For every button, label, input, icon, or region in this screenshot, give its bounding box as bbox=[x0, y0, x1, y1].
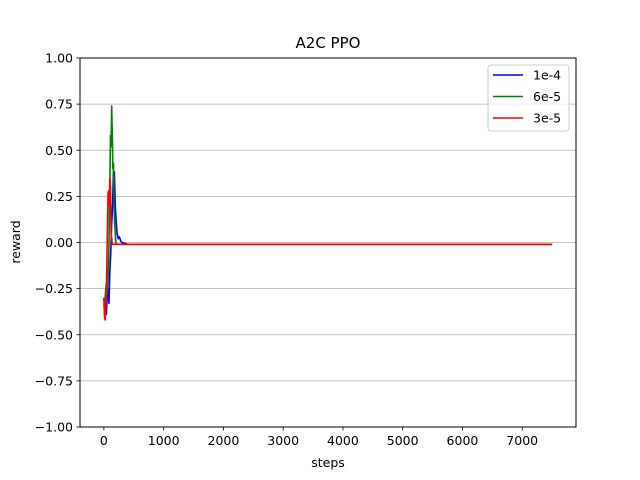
legend-label: 6e-5 bbox=[533, 89, 561, 104]
x-tick-label: 0 bbox=[100, 433, 108, 448]
y-tick-label: 0.25 bbox=[45, 189, 73, 204]
y-tick-label: 1.00 bbox=[45, 51, 73, 66]
y-tick-label: −0.25 bbox=[35, 281, 73, 296]
y-tick-label: 0.00 bbox=[45, 235, 73, 250]
x-tick-label: 3000 bbox=[267, 433, 299, 448]
x-tick-label: 6000 bbox=[447, 433, 479, 448]
x-tick-label: 5000 bbox=[387, 433, 419, 448]
x-tick-label: 2000 bbox=[208, 433, 240, 448]
y-axis: −1.00 −0.75 −0.50 −0.25 0.00 0.25 0.50 0.75 1.00 bbox=[35, 51, 80, 435]
y-tick-label: 0.50 bbox=[45, 143, 73, 158]
y-axis-label: reward bbox=[8, 220, 23, 263]
x-axis-label: steps bbox=[311, 455, 345, 470]
x-axis: 0 1000 2000 3000 4000 5000 6000 7000 bbox=[100, 427, 538, 448]
x-tick-label: 4000 bbox=[327, 433, 359, 448]
legend: 1e-4 6e-5 3e-5 bbox=[487, 64, 570, 132]
y-tick-label: −0.50 bbox=[35, 327, 73, 342]
y-tick-label: 0.75 bbox=[45, 97, 73, 112]
series-line-3e-5 bbox=[103, 177, 553, 321]
legend-box bbox=[487, 64, 570, 132]
x-tick-label: 7000 bbox=[506, 433, 538, 448]
legend-label: 1e-4 bbox=[533, 68, 561, 83]
chart-title: A2C PPO bbox=[296, 34, 361, 52]
x-tick-label: 1000 bbox=[148, 433, 180, 448]
legend-label: 3e-5 bbox=[533, 111, 561, 126]
y-tick-label: −0.75 bbox=[35, 373, 73, 388]
y-tick-label: −1.00 bbox=[35, 420, 73, 435]
plot-lines bbox=[103, 105, 553, 321]
